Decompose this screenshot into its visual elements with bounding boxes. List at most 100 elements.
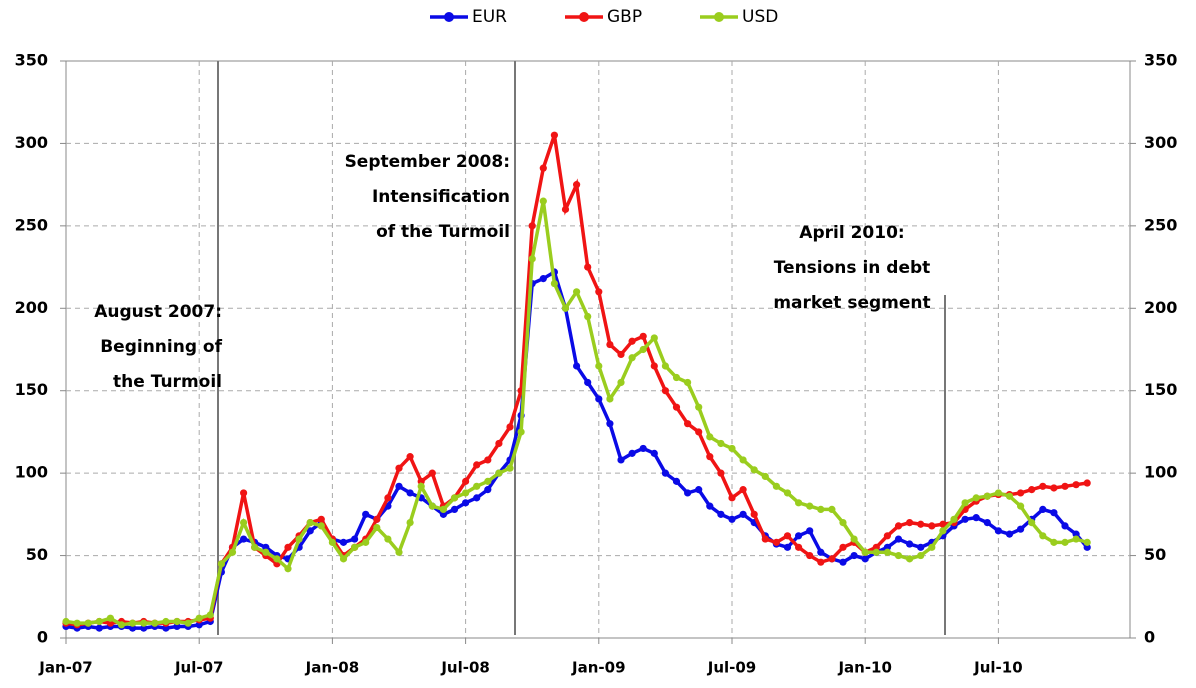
data-point bbox=[1061, 538, 1069, 546]
data-point bbox=[306, 527, 314, 535]
data-point bbox=[750, 466, 758, 474]
data-point bbox=[617, 456, 625, 464]
data-point bbox=[162, 617, 170, 626]
data-point bbox=[117, 621, 126, 629]
data-point bbox=[728, 444, 736, 453]
annotation: Tensions in debt bbox=[774, 258, 931, 278]
data-point bbox=[817, 548, 825, 556]
data-point bbox=[650, 362, 658, 370]
data-point bbox=[1083, 538, 1091, 546]
data-point bbox=[894, 551, 903, 560]
data-point bbox=[140, 624, 148, 632]
data-point bbox=[861, 548, 869, 556]
data-point bbox=[628, 337, 636, 345]
data-point bbox=[606, 420, 614, 428]
data-point bbox=[395, 482, 403, 490]
data-point bbox=[672, 373, 681, 382]
data-point bbox=[795, 543, 803, 551]
data-point bbox=[761, 472, 769, 481]
data-point bbox=[1028, 486, 1036, 494]
data-point bbox=[684, 489, 692, 497]
data-point bbox=[62, 617, 70, 626]
data-point bbox=[672, 403, 681, 411]
x-tick-label: Jul-08 bbox=[440, 659, 490, 677]
data-point bbox=[983, 492, 991, 500]
legend-marker bbox=[579, 12, 589, 22]
data-point bbox=[473, 494, 481, 502]
data-point bbox=[573, 288, 581, 296]
x-tick-label: Jul-09 bbox=[707, 659, 757, 677]
data-point bbox=[95, 624, 103, 632]
data-point bbox=[872, 543, 880, 551]
data-point bbox=[484, 477, 492, 485]
x-tick-label: Jan-08 bbox=[305, 659, 359, 677]
y-tick-label: 200 bbox=[15, 298, 48, 317]
data-point bbox=[706, 453, 714, 461]
data-point bbox=[351, 543, 359, 551]
data-point bbox=[906, 519, 914, 527]
data-point bbox=[806, 502, 814, 510]
data-point bbox=[1050, 484, 1058, 492]
data-point bbox=[539, 164, 547, 172]
data-point bbox=[839, 519, 847, 527]
data-point bbox=[739, 510, 747, 518]
data-point bbox=[184, 619, 192, 627]
data-point bbox=[362, 510, 370, 518]
data-point bbox=[917, 543, 925, 551]
data-point bbox=[906, 540, 914, 548]
plot-frame bbox=[65, 60, 1131, 639]
data-point bbox=[506, 464, 514, 472]
data-point bbox=[284, 565, 292, 573]
data-point bbox=[661, 469, 670, 477]
data-point bbox=[961, 515, 969, 523]
data-point bbox=[595, 395, 603, 403]
data-point bbox=[1005, 492, 1014, 500]
data-point bbox=[717, 439, 725, 448]
annotation: Beginning of bbox=[100, 337, 222, 357]
data-point bbox=[606, 395, 614, 403]
data-point bbox=[750, 510, 758, 518]
data-point bbox=[450, 505, 459, 514]
data-point bbox=[517, 428, 525, 436]
y-tick-label: 350 bbox=[15, 51, 48, 70]
data-point bbox=[495, 469, 503, 477]
data-point bbox=[650, 334, 658, 342]
data-point bbox=[1017, 525, 1025, 533]
data-point bbox=[883, 532, 892, 540]
data-point bbox=[972, 514, 980, 522]
data-point bbox=[661, 387, 670, 395]
x-tick-label: Jan-09 bbox=[571, 659, 625, 677]
data-point bbox=[917, 551, 925, 560]
data-point bbox=[783, 532, 792, 540]
data-point bbox=[661, 362, 670, 370]
data-point bbox=[861, 555, 869, 563]
data-point bbox=[917, 520, 925, 528]
data-point bbox=[384, 535, 392, 543]
data-point bbox=[317, 515, 325, 523]
data-point bbox=[417, 477, 425, 485]
data-point bbox=[639, 345, 647, 354]
data-point bbox=[739, 486, 747, 494]
data-point bbox=[495, 439, 503, 448]
y-tick-label: 150 bbox=[15, 380, 48, 399]
y-tick-label: 50 bbox=[26, 545, 48, 564]
data-point bbox=[428, 469, 436, 477]
data-point bbox=[395, 464, 403, 472]
data-point bbox=[317, 522, 325, 530]
data-point bbox=[883, 543, 892, 551]
data-point bbox=[1039, 505, 1047, 514]
data-point bbox=[639, 332, 647, 340]
data-point bbox=[129, 624, 137, 632]
data-point bbox=[195, 614, 203, 622]
data-point bbox=[262, 548, 270, 556]
data-point bbox=[584, 378, 592, 387]
data-point bbox=[573, 362, 581, 370]
data-point bbox=[684, 378, 692, 387]
data-point bbox=[240, 535, 248, 543]
data-point bbox=[73, 619, 81, 627]
y-tick-label: 0 bbox=[37, 628, 48, 647]
data-point bbox=[450, 494, 459, 502]
data-point bbox=[473, 461, 481, 469]
y2-tick-label: 0 bbox=[1144, 628, 1155, 647]
data-point bbox=[994, 527, 1003, 535]
